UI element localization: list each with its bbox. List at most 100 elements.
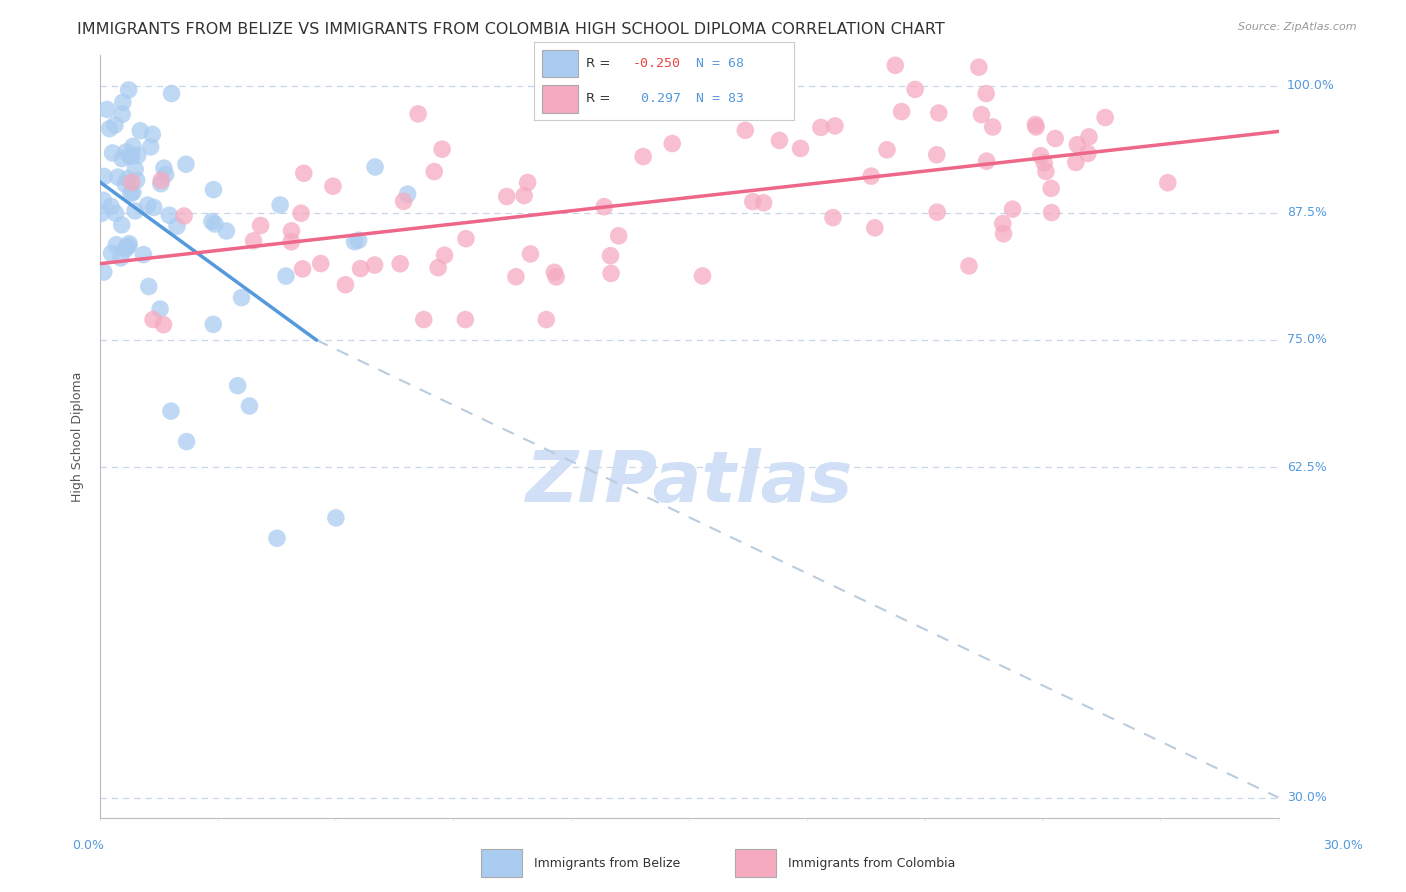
Point (114, 177, 136, 191)
Point (274, 269, 297, 284)
Point (226, 378, 249, 392)
Point (928, 106, 950, 120)
Point (363, 258, 385, 272)
Point (309, 256, 332, 270)
FancyBboxPatch shape (543, 85, 578, 112)
Point (142, 201, 165, 215)
Text: R =: R = (586, 57, 614, 70)
Point (505, 269, 527, 284)
Point (890, 104, 912, 119)
Point (280, 235, 302, 249)
Point (291, 261, 314, 276)
Point (925, 148, 948, 162)
Point (202, 318, 225, 332)
Point (115, 240, 138, 254)
Point (991, 217, 1014, 231)
Point (122, 186, 145, 200)
Point (734, 123, 756, 137)
Point (118, 149, 141, 163)
Point (118, 236, 141, 251)
Point (242, 234, 264, 248)
Text: Source: ZipAtlas.com: Source: ZipAtlas.com (1239, 22, 1357, 32)
Point (1077, 146, 1099, 161)
Point (1035, 164, 1057, 178)
Point (124, 162, 146, 177)
Point (132, 247, 155, 261)
Point (93, 265, 115, 279)
Point (104, 206, 127, 220)
Point (280, 224, 302, 238)
Point (290, 206, 312, 220)
Point (166, 219, 188, 234)
Point (138, 279, 160, 293)
Point (824, 119, 846, 133)
Point (1078, 129, 1101, 144)
Point (107, 170, 129, 185)
Point (607, 228, 630, 243)
Point (249, 219, 271, 233)
Text: 0.297: 0.297 (633, 93, 681, 105)
Point (810, 120, 832, 135)
Point (155, 168, 177, 182)
Text: 30.0%: 30.0% (1286, 791, 1327, 804)
Point (1045, 131, 1067, 145)
Point (98, 121, 121, 136)
Point (392, 194, 415, 209)
Point (105, 237, 128, 252)
Text: 30.0%: 30.0% (1323, 839, 1362, 852)
Point (201, 214, 224, 228)
Point (519, 247, 541, 261)
Point (860, 169, 883, 183)
Point (90, 206, 112, 220)
Point (157, 208, 180, 222)
Point (1094, 111, 1116, 125)
Point (292, 166, 315, 180)
Point (136, 198, 159, 212)
Point (117, 172, 139, 186)
Point (433, 248, 456, 262)
Point (692, 268, 714, 283)
Point (600, 267, 623, 281)
Point (104, 118, 127, 132)
Point (546, 269, 568, 284)
Point (427, 260, 450, 275)
Point (110, 251, 132, 265)
Point (141, 128, 163, 142)
Point (150, 173, 173, 187)
Point (124, 204, 146, 219)
Point (121, 175, 143, 189)
Point (430, 142, 453, 156)
Point (993, 227, 1015, 241)
Point (516, 176, 538, 190)
Point (115, 145, 138, 159)
Point (495, 189, 517, 203)
Point (117, 83, 139, 97)
Point (927, 205, 949, 219)
Point (661, 136, 683, 151)
FancyBboxPatch shape (735, 849, 776, 877)
Point (269, 198, 291, 212)
Text: 62.5%: 62.5% (1286, 460, 1327, 474)
Point (593, 200, 616, 214)
Point (111, 107, 134, 121)
Point (974, 87, 997, 101)
Point (335, 277, 357, 292)
Point (1064, 155, 1087, 169)
Point (349, 261, 371, 276)
Point (957, 259, 980, 273)
Point (100, 246, 122, 260)
Point (412, 312, 434, 326)
Text: N = 68: N = 68 (696, 57, 744, 70)
Text: 87.5%: 87.5% (1286, 206, 1327, 219)
Point (343, 235, 366, 249)
Point (101, 145, 124, 160)
Point (111, 95, 134, 110)
Point (173, 209, 195, 223)
Point (238, 399, 260, 413)
Point (122, 139, 145, 153)
Point (768, 133, 790, 147)
Point (1024, 118, 1046, 132)
Point (1157, 176, 1180, 190)
FancyBboxPatch shape (543, 50, 578, 78)
Point (139, 140, 162, 154)
